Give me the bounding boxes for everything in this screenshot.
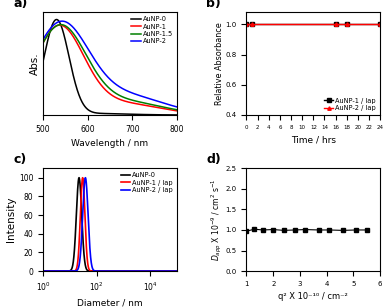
- AuNP-1.5: [144, 102, 149, 105]
- AuNP-2 / lap: [56, 269, 61, 273]
- Text: b): b): [206, 0, 221, 10]
- AuNP-1: [179, 110, 184, 113]
- AuNP-2: [179, 106, 184, 110]
- AuNP-2 / lap: [174, 269, 179, 273]
- AuNP-1: [144, 104, 149, 107]
- AuNP-2: [121, 87, 125, 91]
- AuNP-1 / lap: [172, 269, 177, 273]
- AuNP-1 / lap: [168, 269, 173, 273]
- AuNP-1: [121, 99, 125, 102]
- X-axis label: Wavelength / nm: Wavelength / nm: [71, 139, 149, 148]
- Line: AuNP-0: AuNP-0: [39, 19, 181, 115]
- X-axis label: Time / hrs: Time / hrs: [291, 135, 336, 144]
- AuNP-2 / lap: [83, 176, 88, 180]
- AuNP-0: [158, 269, 162, 273]
- AuNP-1 / lap: [80, 176, 85, 180]
- AuNP-1.5: [62, 23, 67, 27]
- Y-axis label: Abs.: Abs.: [30, 52, 40, 75]
- AuNP-1 / lap: [41, 269, 45, 273]
- AuNP-2: [36, 46, 41, 50]
- AuNP-0: [172, 269, 177, 273]
- AuNP-2 / lap: [378, 22, 383, 26]
- AuNP-1 / lap: [64, 269, 69, 273]
- AuNP-1 / lap: [98, 269, 103, 273]
- Legend: AuNP-1 / lap, AuNP-2 / lap: AuNP-1 / lap, AuNP-2 / lap: [323, 97, 377, 112]
- Line: AuNP-1.5: AuNP-1.5: [39, 25, 181, 111]
- Legend: AuNP-0, AuNP-1, AuNP-1.5, AuNP-2: AuNP-0, AuNP-1, AuNP-1.5, AuNP-2: [131, 16, 174, 45]
- AuNP-1.5: [36, 50, 41, 53]
- AuNP-2 / lap: [158, 269, 162, 273]
- AuNP-2: [73, 28, 78, 32]
- AuNP-1 / lap: [244, 22, 249, 26]
- AuNP-1: [36, 50, 41, 54]
- AuNP-1 / lap: [158, 269, 162, 273]
- AuNP-1.5: [121, 95, 125, 99]
- AuNP-0: [62, 34, 67, 37]
- Text: c): c): [14, 153, 27, 166]
- AuNP-0: [121, 112, 125, 116]
- AuNP-2 / lap: [64, 269, 69, 273]
- X-axis label: q² X 10⁻¹⁰ / cm⁻²: q² X 10⁻¹⁰ / cm⁻²: [278, 292, 348, 301]
- AuNP-2 / lap: [345, 22, 349, 26]
- AuNP-2: [62, 19, 67, 23]
- Text: a): a): [14, 0, 28, 10]
- AuNP-1 / lap: [174, 269, 179, 273]
- AuNP-0: [77, 176, 82, 180]
- AuNP-1: [62, 25, 67, 28]
- Line: AuNP-1: AuNP-1: [39, 25, 181, 111]
- AuNP-2 / lap: [333, 22, 338, 26]
- AuNP-2: [132, 92, 136, 95]
- AuNP-2 / lap: [244, 22, 249, 26]
- Line: AuNP-1 / lap: AuNP-1 / lap: [245, 23, 382, 26]
- Y-axis label: Relative Absorbance: Relative Absorbance: [215, 22, 224, 105]
- Line: AuNP-0: AuNP-0: [43, 178, 177, 271]
- AuNP-0: [41, 269, 45, 273]
- AuNP-2 / lap: [98, 269, 103, 273]
- AuNP-0: [132, 112, 136, 116]
- AuNP-0: [179, 113, 184, 117]
- AuNP-1 / lap: [378, 22, 383, 26]
- Y-axis label: $D_{app}$ X 10$^{-9}$ / cm$^2$ s$^{-1}$: $D_{app}$ X 10$^{-9}$ / cm$^2$ s$^{-1}$: [210, 178, 224, 261]
- AuNP-0: [92, 269, 97, 273]
- Text: d): d): [206, 153, 221, 166]
- AuNP-1.5: [73, 35, 78, 38]
- AuNP-1 / lap: [56, 269, 61, 273]
- AuNP-2 / lap: [250, 22, 254, 26]
- AuNP-1: [73, 38, 78, 42]
- AuNP-0: [101, 111, 106, 115]
- X-axis label: Diameter / nm: Diameter / nm: [77, 299, 143, 308]
- Y-axis label: Intensity: Intensity: [6, 197, 16, 242]
- AuNP-1 / lap: [333, 22, 338, 26]
- AuNP-1.5: [101, 80, 106, 84]
- AuNP-1: [58, 23, 62, 27]
- AuNP-0: [64, 269, 69, 273]
- AuNP-1.5: [179, 109, 184, 112]
- AuNP-0: [36, 79, 41, 82]
- AuNP-1 / lap: [92, 269, 97, 273]
- AuNP-1: [101, 86, 106, 90]
- AuNP-1.5: [58, 23, 63, 26]
- Line: AuNP-1 / lap: AuNP-1 / lap: [43, 178, 177, 271]
- Line: AuNP-2: AuNP-2: [39, 21, 181, 108]
- AuNP-2: [101, 70, 106, 74]
- AuNP-0: [174, 269, 179, 273]
- AuNP-2 / lap: [172, 269, 177, 273]
- Line: AuNP-2 / lap: AuNP-2 / lap: [245, 23, 382, 26]
- AuNP-2: [60, 19, 64, 23]
- AuNP-0: [144, 113, 149, 116]
- AuNP-1.5: [132, 99, 136, 103]
- AuNP-0: [56, 269, 61, 273]
- AuNP-1 / lap: [250, 22, 254, 26]
- Legend: AuNP-0, AuNP-1 / lap, AuNP-2 / lap: AuNP-0, AuNP-1 / lap, AuNP-2 / lap: [120, 172, 174, 194]
- AuNP-0: [54, 18, 59, 21]
- AuNP-2 / lap: [41, 269, 45, 273]
- AuNP-0: [98, 269, 103, 273]
- AuNP-1 / lap: [345, 22, 349, 26]
- AuNP-1: [132, 101, 136, 105]
- Line: AuNP-2 / lap: AuNP-2 / lap: [43, 178, 177, 271]
- AuNP-0: [73, 83, 78, 86]
- AuNP-2 / lap: [92, 269, 97, 273]
- AuNP-2: [144, 96, 149, 99]
